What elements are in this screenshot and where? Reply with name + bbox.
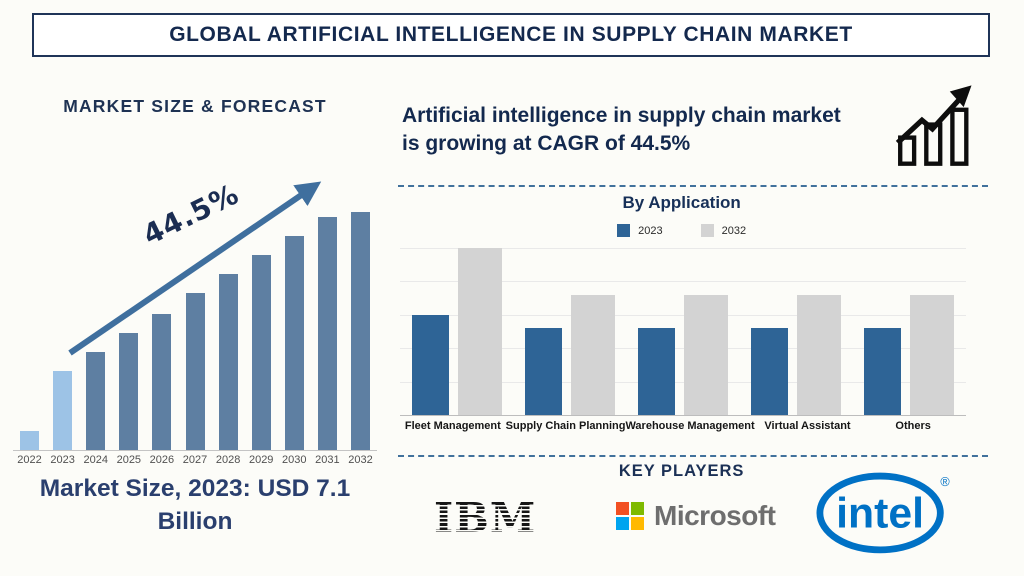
title-banner: GLOBAL ARTIFICIAL INTELLIGENCE IN SUPPLY…	[32, 13, 990, 57]
legend-item-2023: 2023	[617, 224, 663, 237]
forecast-year-2030: 2030	[282, 454, 307, 466]
forecast-bar-cell	[278, 236, 311, 450]
dashed-separator-bottom	[398, 455, 988, 457]
forecast-bar-chart	[13, 212, 377, 451]
app-category-label: Fleet Management	[404, 420, 501, 432]
forecast-year-2022: 2022	[17, 454, 42, 466]
market-size-value: Market Size, 2023: USD 7.1 Billion	[39, 475, 351, 536]
app-category-label: Warehouse Management	[625, 420, 755, 432]
app-bar-group	[853, 248, 966, 415]
gridline	[400, 382, 966, 383]
forecast-bar-2027	[185, 293, 205, 450]
forecast-year-2031: 2031	[315, 454, 340, 466]
app-bar-2023	[411, 315, 449, 415]
microsoft-square	[616, 502, 629, 515]
app-bar-group	[400, 248, 513, 415]
intel-logo: intel ®	[816, 470, 952, 559]
forecast-bar-2022	[20, 431, 40, 450]
intel-logo-text: intel	[836, 490, 924, 538]
forecast-year-2025: 2025	[116, 454, 142, 466]
ibm-logo-stripes	[434, 498, 537, 539]
app-bar-group	[626, 248, 739, 415]
forecast-year-2032: 2032	[348, 454, 373, 466]
ibm-logo: IBM	[434, 498, 537, 539]
forecast-bar-cell	[46, 371, 79, 450]
legend-label: 2023	[638, 224, 663, 237]
app-bar-2023	[524, 328, 562, 415]
forecast-year-2027: 2027	[182, 454, 208, 466]
cagr-summary-text: Artificial intelligence in supply chain …	[402, 104, 841, 155]
legend-swatch	[700, 224, 714, 237]
microsoft-logo-text: Microsoft	[654, 500, 776, 531]
app-category-label: Virtual Assistant	[764, 420, 851, 432]
forecast-bar-2029	[251, 255, 271, 450]
by-application-title: By Application	[622, 193, 741, 212]
microsoft-square	[631, 517, 644, 530]
page-title: GLOBAL ARTIFICIAL INTELLIGENCE IN SUPPLY…	[169, 23, 853, 46]
application-legend: 2023 2032	[390, 224, 973, 237]
app-bar-2032	[570, 295, 615, 415]
detail-panel: Artificial intelligence in supply chain …	[390, 60, 1024, 576]
forecast-bar-cell	[245, 255, 278, 450]
intel-logo-graphic: intel ®	[816, 472, 950, 554]
forecast-year-axis: 2022 2023 2024 2025 2026 2027 2028 2029 2030 2031…	[13, 454, 377, 466]
app-bar-2023	[751, 328, 789, 415]
forecast-bar-cell	[13, 431, 46, 450]
forecast-bar-cell	[344, 212, 377, 450]
forecast-bar-2026	[152, 314, 172, 450]
forecast-year-2029: 2029	[248, 454, 274, 466]
application-category-axis: Fleet Management Supply Chain Planning War…	[400, 420, 966, 432]
microsoft-window-icon	[616, 502, 644, 530]
forecast-bar-cell	[145, 314, 178, 450]
gridline	[400, 315, 966, 316]
app-bar-group	[740, 248, 853, 415]
app-bar-2032	[910, 295, 955, 415]
forecast-year-2026: 2026	[149, 454, 175, 466]
application-bar-chart	[400, 248, 966, 416]
forecast-year-2024: 2024	[83, 454, 108, 466]
forecast-bar-cell	[79, 352, 112, 450]
microsoft-logo: Microsoft	[616, 500, 776, 532]
forecast-bar-2025	[119, 333, 139, 450]
forecast-year-2028: 2028	[215, 454, 241, 466]
application-bar-groups	[400, 248, 966, 415]
forecast-bar-cell	[112, 333, 145, 450]
market-size-panel: MARKET SIZE & FORECAST 2022 2023 2024 2025 2…	[0, 60, 390, 576]
gridline	[400, 248, 966, 249]
forecast-bar-2030	[284, 236, 304, 450]
app-bar-2032	[684, 295, 728, 415]
forecast-bar-cell	[311, 217, 344, 450]
forecast-bar-2024	[86, 352, 106, 450]
forecast-bar-cell	[178, 293, 211, 450]
app-bar-group	[513, 248, 626, 415]
dashed-separator-top	[398, 185, 988, 187]
microsoft-square	[631, 502, 644, 515]
app-bar-2032	[797, 295, 842, 415]
app-bar-2023	[638, 328, 675, 415]
market-size-heading: MARKET SIZE & FORECAST	[63, 96, 327, 116]
intel-registered-mark: ®	[940, 475, 950, 489]
app-category-label: Supply Chain Planning	[505, 420, 626, 432]
legend-item-2032: 2032	[700, 224, 747, 237]
forecast-bar-2028	[218, 274, 238, 450]
gridline	[400, 281, 966, 282]
forecast-bar-2031	[317, 217, 337, 450]
forecast-year-2023: 2023	[50, 454, 75, 466]
app-bar-2032	[457, 248, 502, 415]
gridline	[400, 348, 966, 349]
key-players-title: KEY PLAYERS	[618, 462, 745, 480]
forecast-bar-2032	[350, 212, 370, 450]
legend-swatch	[617, 224, 631, 237]
microsoft-square	[616, 517, 629, 530]
growth-chart-icon	[895, 85, 972, 166]
forecast-bar-cell	[212, 274, 245, 450]
forecast-bar-2023	[53, 371, 73, 450]
legend-label: 2032	[721, 224, 747, 237]
app-category-label: Others	[895, 420, 931, 432]
app-bar-2023	[864, 328, 902, 415]
